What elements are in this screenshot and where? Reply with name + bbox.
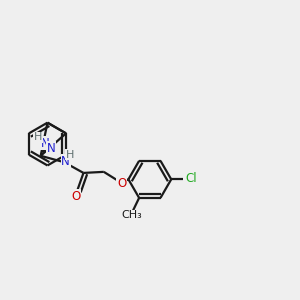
- Text: N: N: [61, 154, 70, 167]
- Text: Cl: Cl: [186, 172, 197, 185]
- Text: N: N: [47, 142, 56, 155]
- Text: H: H: [34, 132, 42, 142]
- Text: CH₃: CH₃: [121, 210, 142, 220]
- Text: N: N: [40, 136, 49, 149]
- Text: H: H: [65, 150, 74, 160]
- Text: O: O: [117, 177, 126, 190]
- Text: O: O: [71, 190, 81, 203]
